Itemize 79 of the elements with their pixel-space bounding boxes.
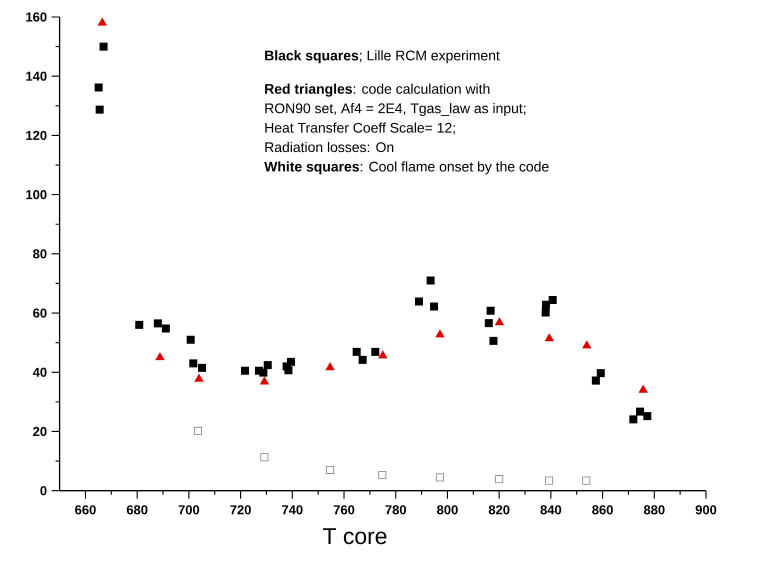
point <box>100 42 108 51</box>
point <box>495 318 504 326</box>
point <box>326 362 334 370</box>
point <box>489 336 498 345</box>
point <box>548 296 557 304</box>
point <box>426 276 435 284</box>
x-tick-label: 660 <box>75 505 96 514</box>
point <box>545 476 554 485</box>
point <box>154 319 162 328</box>
point <box>636 408 644 416</box>
y-tick-label: 160 <box>26 12 47 22</box>
y-tick-label: 60 <box>33 308 47 318</box>
point <box>596 369 605 378</box>
point <box>94 83 103 92</box>
x-tick-label: 800 <box>437 505 458 514</box>
point <box>260 376 269 384</box>
point <box>135 320 144 329</box>
point <box>259 368 268 377</box>
y-tick-label: 100 <box>26 190 47 200</box>
point <box>378 471 386 480</box>
point <box>544 334 554 342</box>
y-tick-label: 80 <box>33 249 47 258</box>
point <box>378 350 388 358</box>
y-tick-label: 0 <box>40 486 47 496</box>
point <box>643 412 652 420</box>
y-tick-label: 120 <box>26 130 47 140</box>
point <box>436 330 444 338</box>
point <box>194 426 202 435</box>
point <box>98 18 107 26</box>
x-tick-label: 760 <box>334 505 354 514</box>
x-tick-label: 680 <box>126 505 148 514</box>
point <box>162 324 170 332</box>
point <box>638 385 648 393</box>
point <box>287 358 296 366</box>
point <box>430 302 438 311</box>
point <box>582 340 592 348</box>
y-tick-label: 40 <box>32 368 47 377</box>
point <box>629 415 638 424</box>
point <box>371 348 380 356</box>
point <box>542 308 550 316</box>
y-tick-label: 20 <box>33 426 47 436</box>
x-axis-title: T core <box>323 528 386 544</box>
point <box>484 319 493 328</box>
point <box>415 298 423 306</box>
annotation: Heat Transfer Coeff Scale= 12; <box>265 122 455 134</box>
point <box>260 453 268 462</box>
x-tick-label: 880 <box>644 505 665 514</box>
point <box>156 352 164 360</box>
point <box>96 106 104 114</box>
point <box>194 374 204 382</box>
point <box>592 376 600 385</box>
point <box>186 336 195 344</box>
point <box>542 300 550 309</box>
point <box>486 306 495 315</box>
x-tick-label: 860 <box>592 505 613 514</box>
y-tick-label: 140 <box>26 72 47 81</box>
x-tick-label: 720 <box>230 505 251 514</box>
x-tick-label: 840 <box>540 505 562 514</box>
x-tick-label: 820 <box>488 505 510 514</box>
annotation: White squares: Cool flame onset by the code <box>264 161 549 174</box>
point <box>352 348 361 356</box>
annotation: Black squares; Lille RCM experiment <box>265 50 500 64</box>
point <box>358 356 367 364</box>
x-tick-label: 780 <box>385 505 406 514</box>
x-tick-label: 900 <box>696 505 716 514</box>
x-tick-label: 700 <box>178 505 200 514</box>
point <box>284 366 292 374</box>
annotation: Red triangles: code calculation with <box>265 84 490 97</box>
point <box>495 475 504 484</box>
point <box>326 466 334 474</box>
point <box>264 361 272 370</box>
point <box>240 366 249 375</box>
annotation: RON90 set, Af4 = 2E4, Tgas_law as input; <box>265 103 526 116</box>
point <box>189 359 198 368</box>
annotation: Radiation losses: On <box>265 142 394 152</box>
point <box>582 476 590 485</box>
x-tick-label: 740 <box>282 505 303 514</box>
point <box>198 364 206 372</box>
point <box>436 473 444 482</box>
